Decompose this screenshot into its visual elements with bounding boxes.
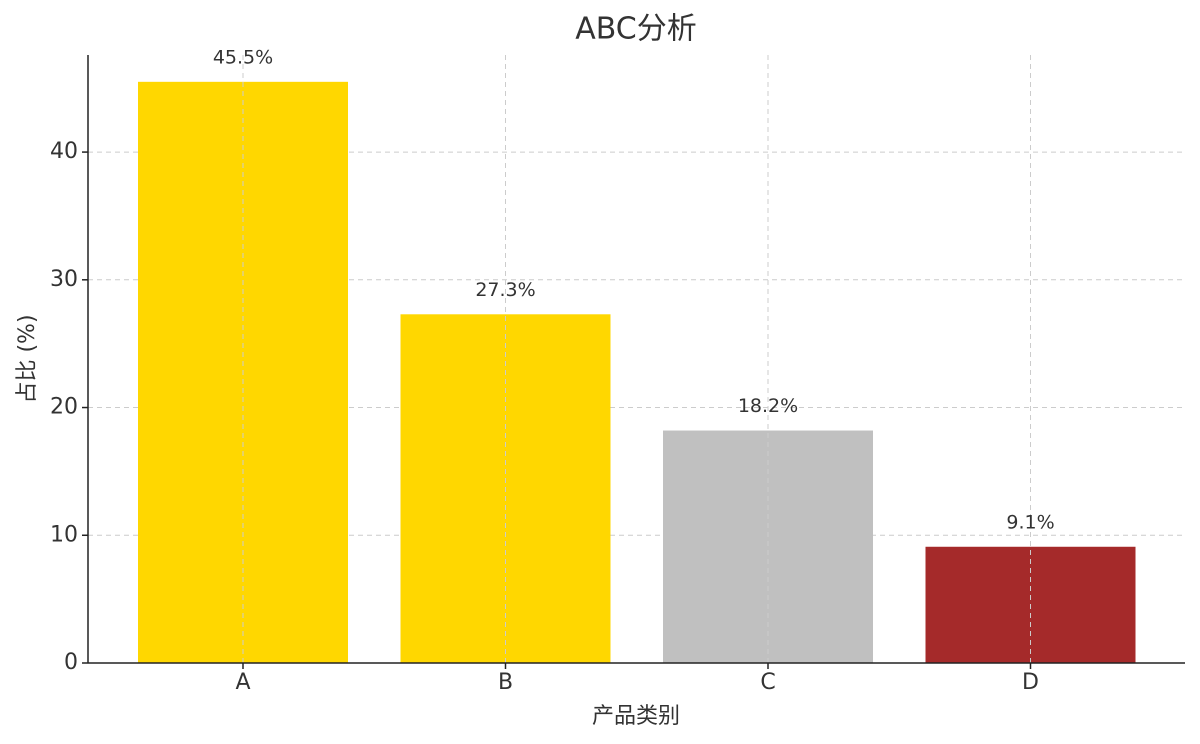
value-label: 27.3%: [475, 279, 535, 301]
y-tick-label: 0: [64, 650, 78, 675]
x-tick-label: D: [1022, 670, 1039, 695]
value-label: 18.2%: [738, 395, 798, 417]
chart-title: ABC分析: [575, 12, 697, 47]
x-tick-label: C: [760, 670, 775, 695]
y-tick-label: 20: [50, 395, 78, 420]
x-axis-label: 产品类别: [592, 704, 680, 729]
bar: [663, 430, 873, 663]
value-label: 45.5%: [213, 46, 273, 68]
y-axis-label: 占比 (%): [15, 314, 40, 403]
y-tick-label: 40: [50, 139, 78, 164]
value-label: 9.1%: [1006, 511, 1054, 533]
y-tick-label: 30: [50, 267, 78, 292]
x-tick-label: B: [498, 670, 513, 695]
y-tick-label: 10: [50, 522, 78, 547]
x-tick-label: A: [235, 670, 250, 695]
